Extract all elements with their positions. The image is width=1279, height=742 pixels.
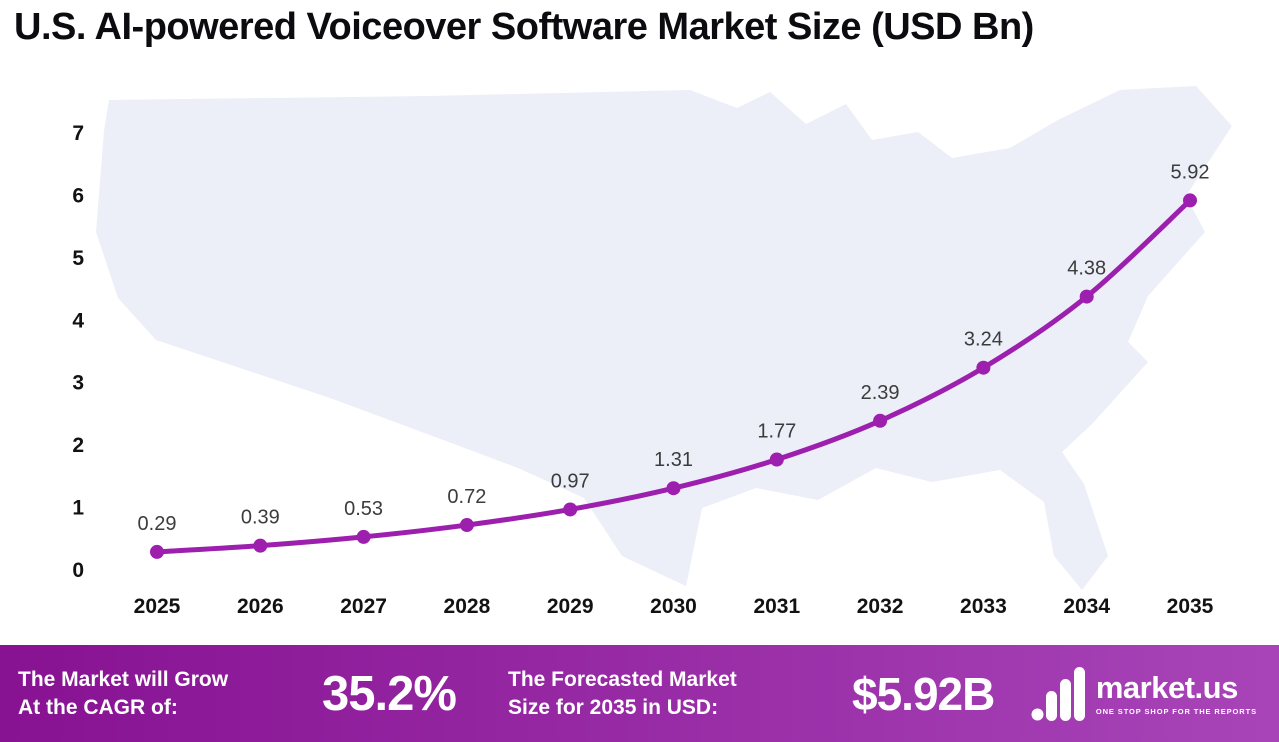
data-point-2032 [873,413,888,428]
market-size-chart: 0 1 2 3 4 5 6 7 2025 2026 2027 2028 2029 2030 2031 2032… [72,86,1232,618]
data-label: 4.38 [1067,258,1106,280]
y-axis-tick: 6 [72,184,84,207]
y-axis-tick: 1 [72,497,84,520]
summary-banner: The Market will Grow At the CAGR of: 35.… [0,645,1279,742]
us-map-silhouette [96,86,1232,590]
x-axis-label: 2026 [237,595,284,618]
data-label: 1.31 [654,449,693,471]
x-axis-label: 2034 [1063,595,1110,618]
x-axis-label: 2035 [1167,595,1214,618]
data-label: 0.72 [447,486,486,508]
data-point-2025 [150,544,164,559]
x-axis-label: 2033 [960,595,1007,618]
chart-title: U.S. AI-powered Voiceover Software Marke… [14,6,1034,48]
brand-name: market.us [1095,669,1238,705]
data-point-2035 [1183,193,1197,208]
brand-text: market.us ONE STOP SHOP FOR THE REPORTS [1096,672,1257,716]
data-label: 0.97 [551,470,590,492]
x-axis-label: 2025 [134,595,181,618]
data-point-2027 [356,529,371,544]
x-axis-label: 2029 [547,595,594,618]
data-label: 1.77 [757,421,796,443]
data-label: 0.39 [241,507,280,529]
data-point-2031 [769,452,784,467]
cagr-label-line2: At the CAGR of: [18,695,178,719]
brand-tagline: ONE STOP SHOP FOR THE REPORTS [1095,706,1257,716]
marketus-logo-icon [1031,666,1085,721]
data-label: 3.24 [964,329,1003,351]
forecast-value: $5.92B [852,667,995,720]
y-axis-tick: 5 [72,247,84,270]
data-label: 0.29 [138,513,177,535]
y-axis-tick: 7 [72,122,84,145]
x-axis-label: 2032 [857,595,904,618]
forecast-label: The Forecasted Market Size for 2035 in U… [508,666,810,721]
forecast-label-line1: The Forecasted Market [508,667,737,691]
forecast-label-line2: Size for 2035 in USD: [508,695,719,719]
data-label: 0.53 [344,498,383,520]
x-axis-label: 2030 [650,595,697,618]
data-point-2029 [563,502,578,517]
x-axis-label: 2027 [340,595,387,618]
marketus-logo: market.us ONE STOP SHOP FOR THE REPORTS [1031,666,1257,721]
data-point-2028 [459,518,474,533]
cagr-label-line1: The Market will Grow [18,667,229,691]
cagr-label: The Market will Grow At the CAGR of: [18,666,316,721]
y-axis-tick: 2 [72,434,84,457]
x-axis-label: 2031 [753,595,800,618]
y-axis-tick: 0 [72,559,84,582]
y-axis-tick: 3 [72,372,84,395]
x-axis-label: 2028 [444,595,491,618]
data-point-2030 [666,481,681,496]
cagr-value: 35.2% [322,666,457,721]
y-axis-tick: 4 [72,309,84,332]
data-label: 2.39 [861,382,900,404]
data-point-2034 [1079,289,1094,304]
data-point-2033 [976,360,991,375]
data-point-2026 [253,538,268,553]
data-label: 5.92 [1171,161,1210,183]
